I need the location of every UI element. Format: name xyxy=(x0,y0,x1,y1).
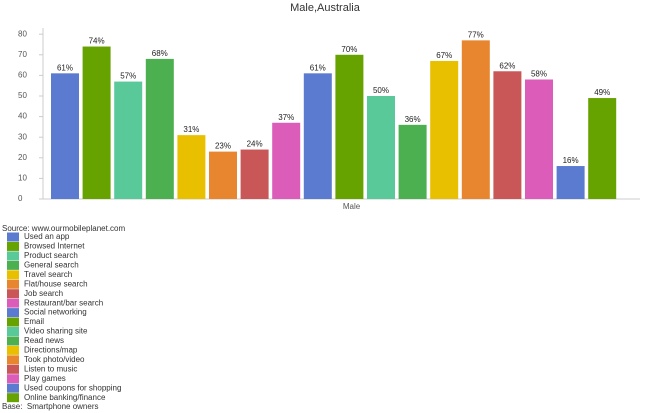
data-label: 61% xyxy=(57,63,73,72)
legend-label: Flat/house search xyxy=(24,279,88,288)
legend-label: Took photo/video xyxy=(24,355,85,364)
chart-title: Male,Australia xyxy=(290,2,361,14)
legend-label: Online banking/finance xyxy=(24,393,106,402)
legend-swatch xyxy=(7,279,19,289)
bar xyxy=(114,81,143,199)
legend-label: Browsed Internet xyxy=(24,242,85,251)
legend-swatch xyxy=(7,345,19,355)
legend-swatch xyxy=(7,241,19,251)
legend-label: Email xyxy=(24,317,44,326)
bar xyxy=(367,95,395,199)
data-label: 23% xyxy=(215,142,231,151)
data-label: 57% xyxy=(120,72,136,81)
bar xyxy=(493,71,522,199)
bar xyxy=(240,149,269,199)
data-label: 49% xyxy=(594,88,610,97)
bar xyxy=(398,124,427,199)
y-tick-label: 40 xyxy=(18,112,27,121)
legend-swatch xyxy=(7,383,19,393)
bar xyxy=(82,46,111,199)
data-label: 50% xyxy=(373,86,389,95)
legend-swatch xyxy=(7,317,19,327)
legend-swatch xyxy=(7,393,19,403)
bar xyxy=(556,166,585,199)
legend-swatch xyxy=(7,308,19,318)
legend-swatch xyxy=(7,260,19,270)
bar xyxy=(335,54,364,200)
base: Base: Smartphone owners xyxy=(2,402,99,411)
data-label: 24% xyxy=(247,140,263,149)
legend-label: Restaurant/bar search xyxy=(24,298,103,307)
data-label: 77% xyxy=(468,30,484,39)
bar xyxy=(588,98,617,199)
data-label: 58% xyxy=(531,70,547,79)
legend-label: Social networking xyxy=(24,308,87,317)
y-tick-label: 30 xyxy=(18,132,27,141)
legend-swatch xyxy=(7,374,19,384)
bar xyxy=(51,73,79,199)
legend-swatch xyxy=(7,336,19,346)
legend-swatch xyxy=(7,270,19,280)
bar xyxy=(430,60,459,200)
data-label: 70% xyxy=(341,45,357,54)
legend-swatch xyxy=(7,289,19,299)
legend-label: Video sharing site xyxy=(24,327,88,336)
data-label: 61% xyxy=(310,63,326,72)
bar xyxy=(303,73,332,199)
legend-label: Product search xyxy=(24,251,78,260)
y-tick-label: 60 xyxy=(18,70,27,79)
y-tick-label: 70 xyxy=(18,50,27,59)
data-label: 37% xyxy=(278,113,294,122)
legend-swatch xyxy=(7,232,19,242)
legend-label: Play games xyxy=(24,374,66,383)
legend-swatch xyxy=(7,364,19,374)
y-tick-label: 0 xyxy=(18,194,23,203)
source: Source: www.ourmobileplanet.com xyxy=(2,224,126,233)
legend-label: Listen to music xyxy=(24,364,77,373)
data-label: 74% xyxy=(89,37,105,46)
legend-label: Used an app xyxy=(24,232,70,241)
data-label: 68% xyxy=(152,49,168,58)
bar xyxy=(461,40,490,199)
legend-label: Travel search xyxy=(24,270,72,279)
x-tick-label: Male xyxy=(343,202,361,211)
data-label: 16% xyxy=(563,156,579,165)
bar xyxy=(177,135,206,199)
y-tick-label: 10 xyxy=(18,174,27,183)
data-label: 36% xyxy=(405,115,421,124)
legend-label: Read news xyxy=(24,336,64,345)
legend-label: Directions/map xyxy=(24,346,78,355)
data-label: 67% xyxy=(436,51,452,60)
bar xyxy=(525,79,553,199)
legend-swatch xyxy=(7,327,19,336)
data-label: 62% xyxy=(499,61,515,70)
y-tick-label: 50 xyxy=(18,91,27,100)
legend-swatch xyxy=(7,298,19,308)
legend-label: General search xyxy=(24,260,79,269)
legend-label: Job search xyxy=(24,289,63,298)
legend-swatch xyxy=(7,355,19,365)
bar xyxy=(272,122,301,199)
data-label: 31% xyxy=(183,125,199,134)
legend-swatch xyxy=(7,251,19,261)
bar xyxy=(145,58,174,200)
y-tick-label: 80 xyxy=(18,29,27,38)
legend-label: Used coupons for shopping xyxy=(24,383,121,392)
bar xyxy=(209,151,237,199)
y-tick-label: 20 xyxy=(18,153,27,162)
